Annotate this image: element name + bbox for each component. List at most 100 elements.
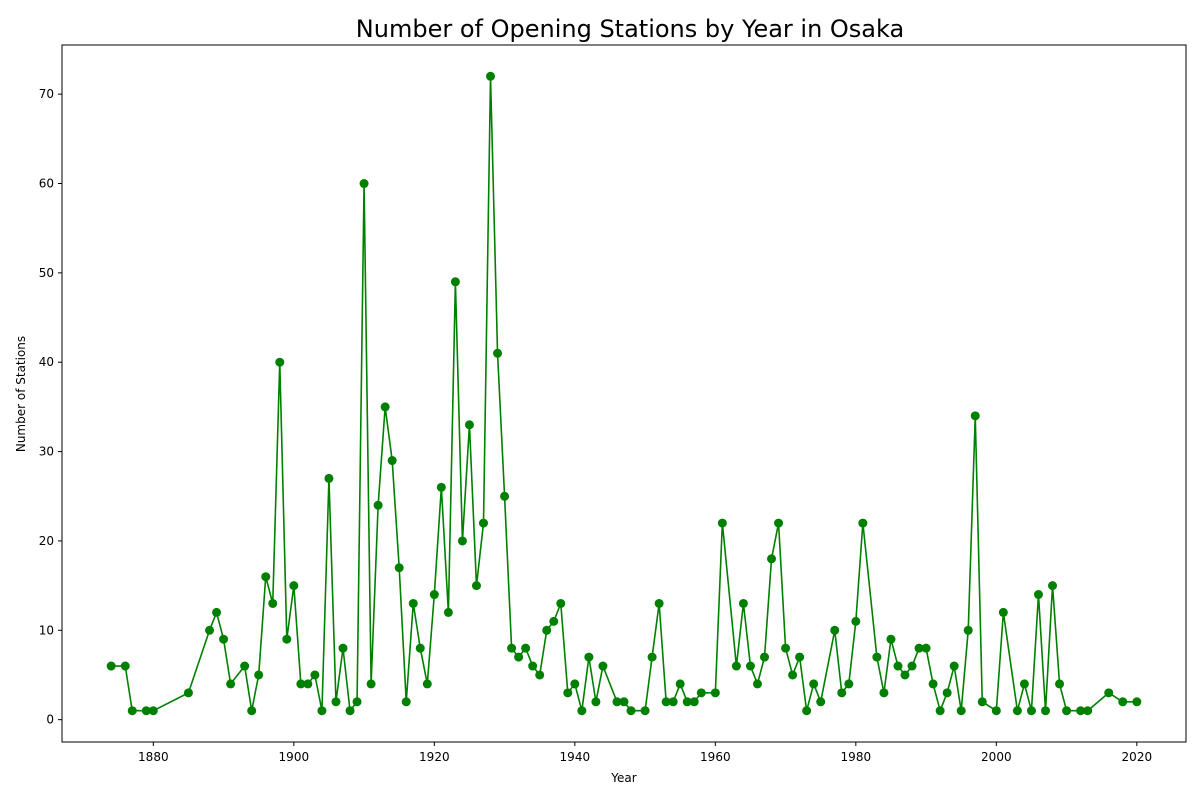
data-point [998, 607, 1008, 617]
data-point [549, 616, 559, 626]
data-point [205, 625, 215, 635]
data-point [640, 706, 650, 716]
data-point [106, 661, 116, 671]
data-point [310, 670, 320, 680]
data-point [914, 643, 924, 653]
data-point [1076, 706, 1086, 716]
data-point [247, 706, 257, 716]
data-point [907, 661, 917, 671]
data-point [830, 625, 840, 635]
data-point [626, 706, 636, 716]
data-point [893, 661, 903, 671]
data-point [373, 500, 383, 510]
chart-title: Number of Opening Stations by Year in Os… [356, 15, 904, 43]
data-point [352, 697, 362, 707]
data-point [500, 491, 510, 501]
data-point [345, 706, 355, 716]
data-point [380, 402, 390, 412]
data-point [535, 670, 545, 680]
data-point [837, 688, 847, 698]
x-tick-label: 1900 [279, 750, 310, 764]
data-point [1041, 706, 1050, 716]
y-tick-label: 40 [39, 355, 54, 369]
data-point [886, 634, 896, 644]
data-point [682, 697, 692, 707]
data-point [359, 179, 369, 189]
data-point [1048, 581, 1058, 591]
data-point [584, 652, 594, 662]
data-point [528, 661, 538, 671]
x-axis: 1880 1900 1920 1940 1960 1980 2000 2020 [138, 742, 1152, 764]
data-point [802, 706, 812, 716]
data-point [851, 616, 861, 626]
x-tick-label: 2000 [981, 750, 1012, 764]
data-point [668, 697, 678, 707]
data-point [745, 661, 755, 671]
data-point [303, 679, 313, 689]
x-tick-label: 1880 [138, 750, 169, 764]
data-point [795, 652, 805, 662]
y-tick-label: 50 [39, 266, 54, 280]
data-point [507, 643, 517, 653]
data-point [661, 697, 671, 707]
data-point [767, 554, 777, 564]
data-point [289, 581, 299, 591]
data-point [226, 679, 236, 689]
data-point [1026, 706, 1036, 716]
data-point [450, 277, 460, 287]
data-point [647, 652, 657, 662]
data-point [879, 688, 889, 698]
data-point [521, 643, 531, 653]
data-point [514, 652, 524, 662]
data-point [120, 661, 130, 671]
data-point [366, 679, 376, 689]
y-tick-label: 20 [39, 534, 54, 548]
data-point [675, 679, 685, 689]
data-point [457, 536, 467, 546]
data-point [240, 661, 250, 671]
data-point [429, 590, 439, 600]
data-point [422, 679, 432, 689]
data-point [774, 518, 784, 528]
data-point [212, 607, 222, 617]
y-axis: 0 10 20 30 40 50 60 70 [39, 87, 62, 727]
data-point [556, 598, 566, 608]
data-point [1055, 679, 1065, 689]
x-tick-label: 2020 [1122, 750, 1153, 764]
data-point [387, 456, 397, 466]
plot-frame [61, 44, 1187, 743]
data-point [1062, 706, 1072, 716]
data-point [324, 473, 334, 483]
data-point [949, 661, 959, 671]
data-point [282, 634, 292, 644]
data-point [479, 518, 488, 528]
data-point [1132, 697, 1142, 707]
data-point [591, 697, 601, 707]
data-point [436, 482, 446, 492]
data-point [809, 679, 819, 689]
data-point [752, 679, 762, 689]
data-point [872, 652, 882, 662]
data-point [1019, 679, 1029, 689]
x-axis-label: Year [610, 771, 636, 785]
data-point [261, 572, 271, 582]
data-point [268, 598, 278, 608]
data-point [900, 670, 910, 680]
data-point [1118, 697, 1128, 707]
data-point [486, 71, 496, 81]
y-tick-label: 70 [39, 87, 54, 101]
data-point [1104, 688, 1114, 698]
data-point [471, 581, 481, 591]
data-point [760, 652, 769, 662]
x-tick-label: 1920 [419, 750, 450, 764]
x-tick-label: 1960 [700, 750, 731, 764]
data-point [977, 697, 987, 707]
data-point [443, 607, 453, 617]
data-point [816, 697, 826, 707]
data-point [956, 706, 966, 716]
data-point [781, 643, 791, 653]
data-point [619, 697, 629, 707]
y-tick-label: 0 [46, 713, 54, 727]
data-point [991, 706, 1001, 716]
